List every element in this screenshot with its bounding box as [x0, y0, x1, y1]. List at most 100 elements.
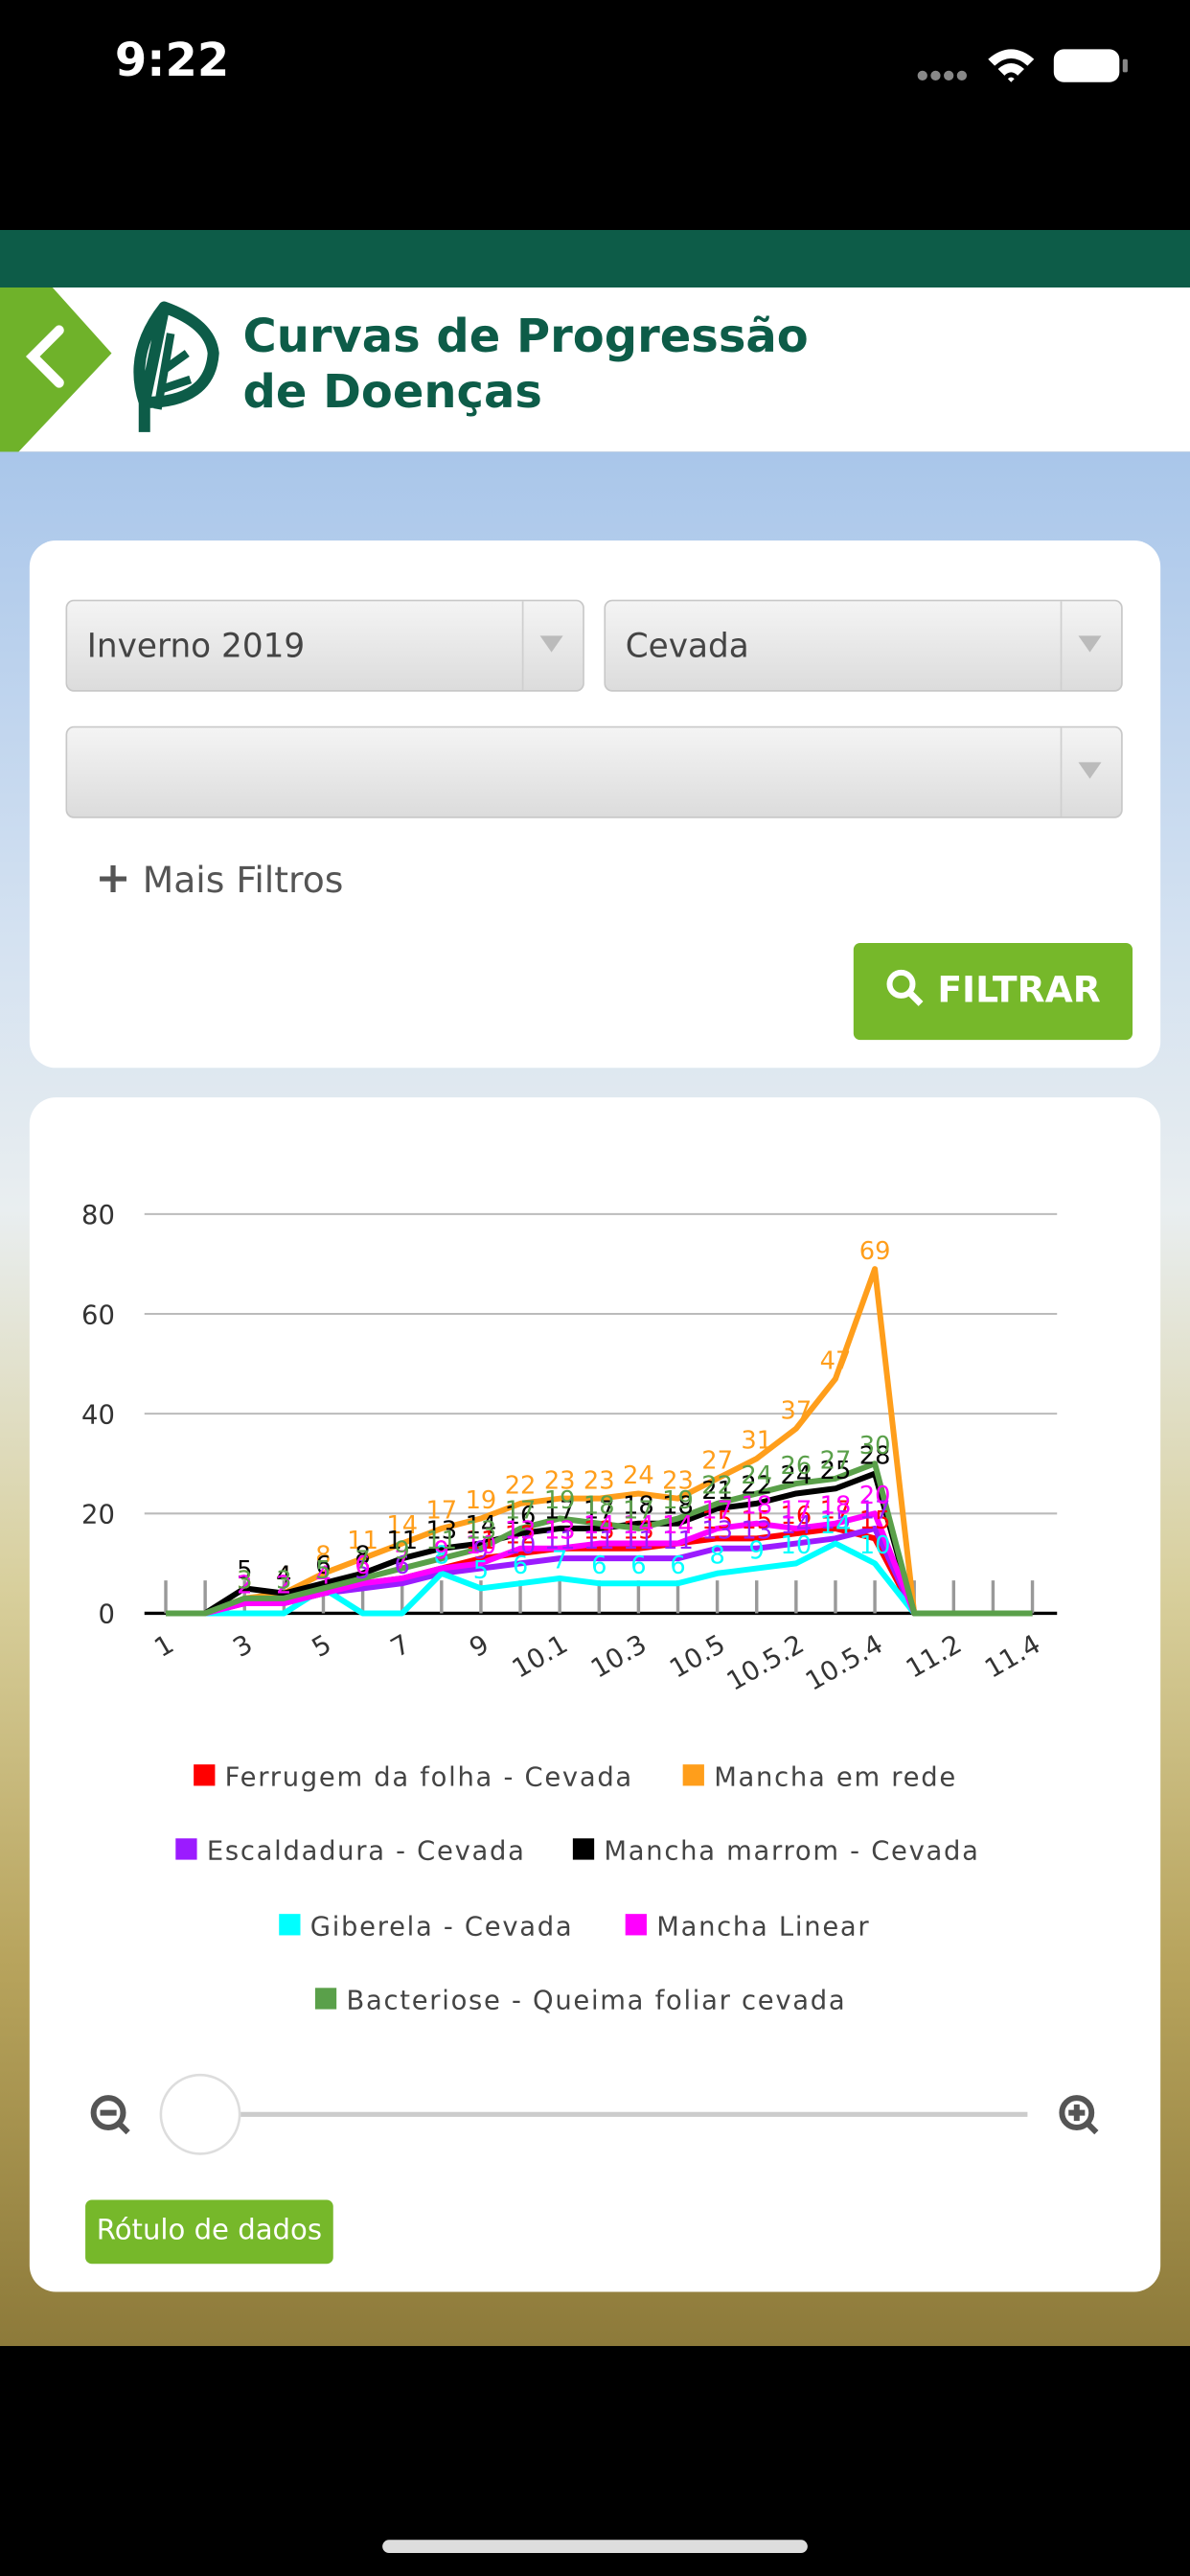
data-label: 27 — [820, 1447, 852, 1476]
x-tick-label: 7 — [386, 1629, 416, 1664]
data-label: 13 — [505, 1516, 537, 1545]
status-time: 9:22 — [114, 33, 230, 87]
data-label: 6 — [355, 1552, 370, 1580]
disease-select[interactable] — [65, 725, 1123, 818]
data-label: 17 — [859, 1497, 891, 1526]
legend-label: Ferrugem da folha - Cevada — [225, 1762, 633, 1792]
data-label: 9 — [395, 1536, 410, 1565]
data-label: 17 — [820, 1497, 852, 1526]
data-label: 21 — [701, 1477, 733, 1506]
more-filters[interactable]: + Mais Filtros — [95, 854, 344, 904]
legend-label: Mancha em rede — [714, 1762, 957, 1792]
back-button[interactable] — [0, 288, 230, 472]
data-label: 22 — [741, 1472, 772, 1501]
data-label: 16 — [505, 1502, 537, 1530]
data-label: 13 — [741, 1516, 772, 1545]
data-label: 18 — [623, 1491, 654, 1520]
x-tick-label: 5 — [308, 1629, 337, 1664]
data-label: 14 — [623, 1511, 654, 1540]
series-line — [166, 1510, 1033, 1617]
y-tick-label: 60 — [81, 1300, 115, 1330]
data-label: 10 — [466, 1531, 497, 1560]
header — [0, 288, 1190, 452]
more-filters-text: Mais Filtros — [142, 861, 344, 903]
data-label: 12 — [505, 1522, 537, 1551]
data-label: 23 — [584, 1466, 615, 1495]
data-label: 7 — [395, 1547, 410, 1576]
select-text: Cevada — [625, 626, 749, 666]
x-tick-label: 11.4 — [980, 1629, 1045, 1684]
x-tick-label: 10.5.2 — [722, 1629, 810, 1696]
legend-label: Escaldadura - Cevada — [207, 1837, 526, 1867]
data-label: 17 — [781, 1497, 812, 1526]
data-label: 14 — [820, 1511, 852, 1540]
x-tick-label: 10.5 — [665, 1629, 730, 1684]
crop-select[interactable]: Cevada — [604, 599, 1123, 692]
x-tick-label: 1 — [149, 1629, 179, 1664]
filter-button-text: FILTRAR — [937, 971, 1101, 1013]
data-label: 25 — [820, 1457, 852, 1485]
data-labels-button[interactable]: Rótulo de dados — [85, 2199, 333, 2265]
data-label: 4 — [315, 1561, 331, 1590]
data-label: 7 — [355, 1547, 370, 1576]
data-label: 3 — [276, 1567, 291, 1596]
data-label: 5 — [237, 1556, 252, 1585]
data-label: 19 — [662, 1486, 694, 1515]
data-label: 11 — [347, 1527, 378, 1555]
data-label: 15 — [701, 1506, 733, 1535]
data-label: 17 — [544, 1497, 576, 1526]
x-tick-label: 9 — [465, 1629, 494, 1664]
data-label: 8 — [355, 1541, 370, 1570]
data-label: 22 — [701, 1472, 733, 1501]
data-label: 9 — [473, 1536, 489, 1565]
data-label: 9 — [434, 1536, 449, 1565]
select-text: Inverno 2019 — [86, 626, 306, 666]
data-label: 26 — [781, 1452, 812, 1481]
data-label: 2 — [276, 1572, 291, 1600]
data-label: 13 — [623, 1516, 654, 1545]
zoom-slider[interactable] — [66, 2070, 1133, 2162]
legend-swatch — [572, 1838, 595, 1860]
data-label: 14 — [386, 1511, 418, 1540]
data-label: 31 — [741, 1427, 772, 1456]
filter-button[interactable]: FILTRAR — [853, 943, 1133, 1041]
data-label: 15 — [859, 1506, 891, 1535]
data-label: 10 — [781, 1531, 812, 1560]
data-label: 13 — [425, 1516, 457, 1545]
data-label: 5 — [473, 1556, 489, 1585]
data-label: 14 — [466, 1511, 497, 1540]
data-label: 14 — [781, 1511, 812, 1540]
x-tick-label: 11.2 — [902, 1629, 967, 1684]
data-label: 15 — [820, 1506, 852, 1535]
data-label: 16 — [781, 1502, 812, 1530]
data-label: 24 — [781, 1461, 812, 1490]
data-label: 11 — [623, 1527, 654, 1555]
data-label: 23 — [544, 1466, 576, 1495]
data-label: 22 — [505, 1472, 537, 1501]
data-label: 11 — [386, 1527, 418, 1555]
x-tick-label: 3 — [228, 1629, 258, 1664]
data-label: 17 — [505, 1497, 537, 1526]
legend-swatch — [175, 1838, 197, 1860]
data-label: 17 — [425, 1497, 457, 1526]
season-select[interactable]: Inverno 2019 — [65, 599, 584, 692]
search-icon — [887, 969, 925, 1006]
data-label: 27 — [701, 1447, 733, 1476]
data-label: 4 — [276, 1561, 291, 1590]
page-title: Curvas de Progressão de Doenças — [243, 309, 809, 421]
legend-swatch — [682, 1764, 704, 1786]
data-label: 11 — [662, 1527, 694, 1555]
data-label: 17 — [623, 1497, 654, 1526]
y-tick-label: 80 — [81, 1201, 115, 1230]
data-label: 20 — [859, 1482, 891, 1510]
data-label: 6 — [513, 1552, 528, 1580]
legend-swatch — [314, 1988, 337, 2010]
data-label: 2 — [237, 1572, 252, 1600]
data-label: 14 — [584, 1511, 615, 1540]
data-label: 24 — [623, 1461, 654, 1490]
data-label: 8 — [709, 1541, 724, 1570]
data-label: 10 — [505, 1531, 537, 1560]
data-label: 6 — [670, 1552, 685, 1580]
data-label: 9 — [749, 1536, 765, 1565]
